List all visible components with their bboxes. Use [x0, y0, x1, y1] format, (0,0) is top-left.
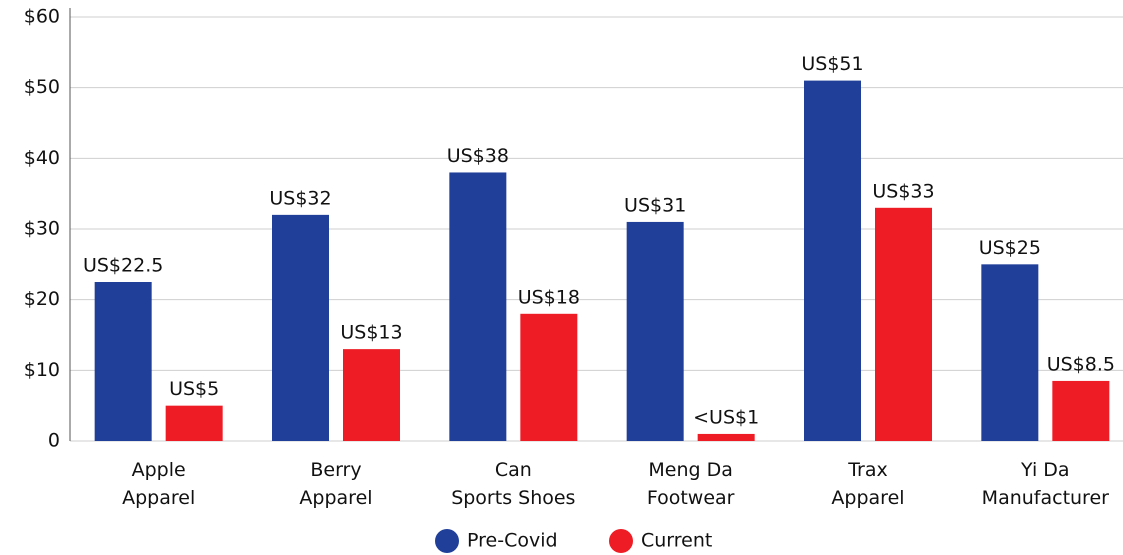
value-label: US$18	[518, 286, 580, 308]
value-label: US$38	[447, 145, 509, 167]
value-label: US$25	[979, 237, 1041, 259]
value-label: US$5	[169, 378, 219, 400]
value-label: US$32	[269, 187, 331, 209]
bar	[520, 313, 578, 441]
x-tick-label: Can Sports Shoes	[451, 459, 576, 509]
bar	[697, 433, 755, 441]
bar	[343, 349, 400, 441]
value-label: <US$1	[693, 406, 759, 428]
legend-swatch	[609, 529, 633, 553]
y-tick-label: $20	[24, 288, 60, 310]
y-tick-label: $40	[24, 147, 60, 169]
x-tick-label: Apple Apparel	[122, 459, 196, 509]
x-tick-label: Trax Apparel	[831, 459, 905, 509]
y-tick-label: $50	[24, 76, 60, 98]
y-tick-label: $60	[24, 6, 60, 28]
bar	[875, 207, 932, 441]
bar	[981, 264, 1039, 441]
value-label: US$8.5	[1047, 353, 1115, 375]
value-label: US$22.5	[83, 255, 163, 277]
bar	[165, 405, 223, 441]
bar	[449, 172, 507, 441]
bar	[626, 221, 684, 441]
legend-label: Current	[641, 530, 712, 552]
x-tick-label: Berry Apparel	[299, 459, 373, 509]
value-label: US$33	[872, 180, 934, 202]
x-tick-label: Yi Da Manufacturer	[981, 459, 1109, 509]
bar	[804, 80, 861, 441]
bar	[94, 282, 152, 441]
value-label: US$13	[340, 322, 402, 344]
bar	[1052, 380, 1110, 441]
legend-swatch	[435, 529, 459, 553]
legend-label: Pre-Covid	[467, 530, 558, 552]
bar	[272, 214, 329, 441]
y-tick-label: 0	[48, 430, 60, 452]
value-label: US$31	[624, 194, 686, 216]
y-tick-label: $30	[24, 218, 60, 240]
y-tick-label: $10	[24, 359, 60, 381]
value-label: US$51	[801, 53, 863, 75]
x-tick-label: Meng Da Footwear	[646, 459, 735, 509]
